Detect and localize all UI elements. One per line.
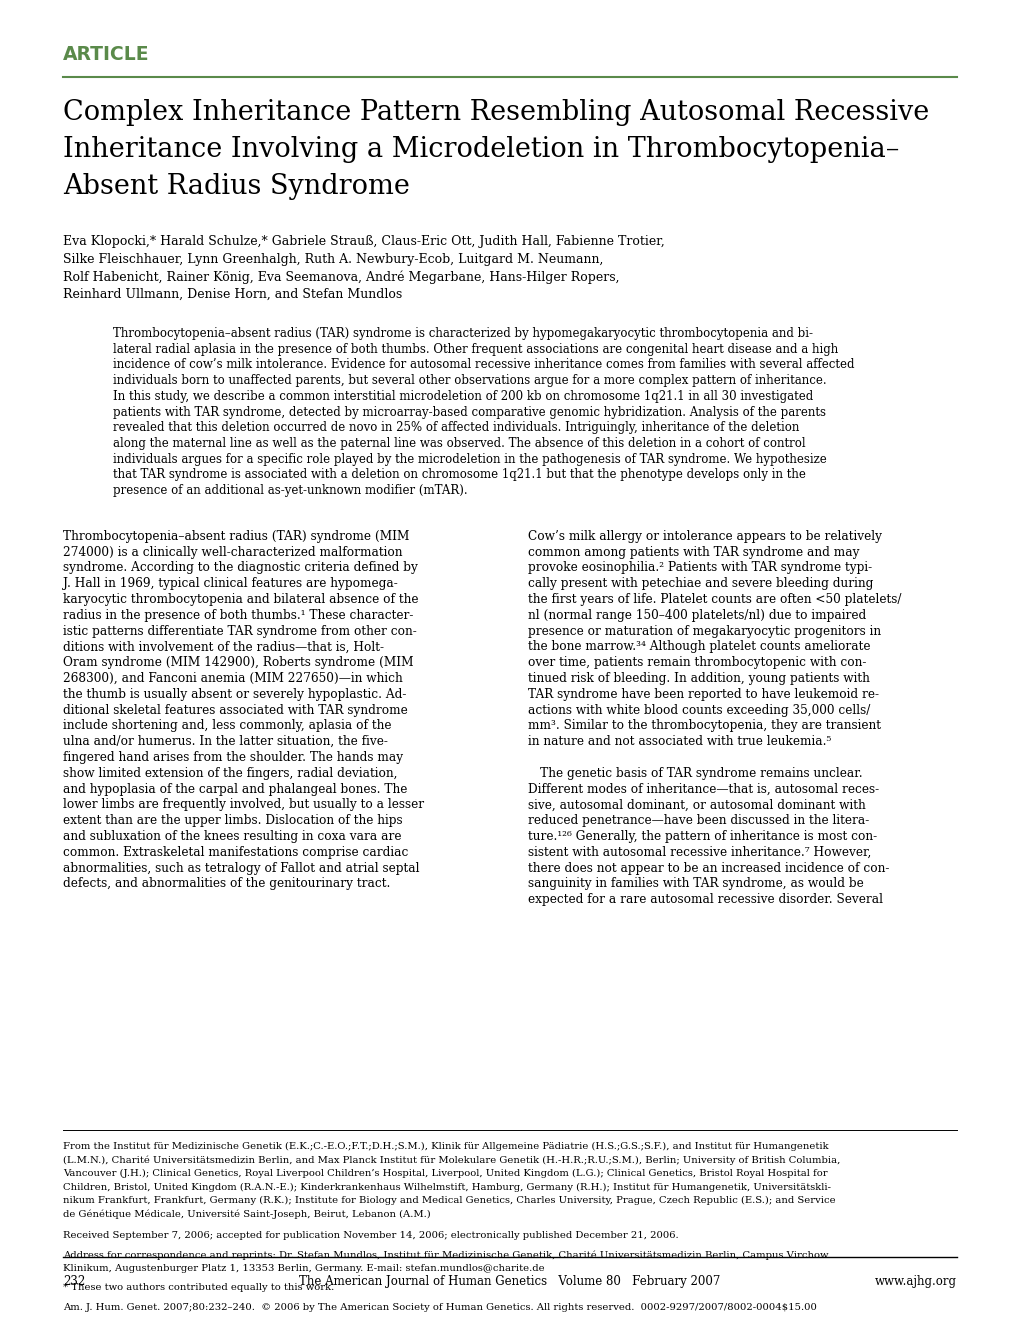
Text: that TAR syndrome is associated with a deletion on chromosome 1q21.1 but that th: that TAR syndrome is associated with a d…: [113, 469, 805, 482]
Text: and hypoplasia of the carpal and phalangeal bones. The: and hypoplasia of the carpal and phalang…: [63, 783, 407, 796]
Text: * These two authors contributed equally to this work.: * These two authors contributed equally …: [63, 1283, 334, 1292]
Text: show limited extension of the fingers, radial deviation,: show limited extension of the fingers, r…: [63, 767, 397, 780]
Text: ulna and/or humerus. In the latter situation, the five-: ulna and/or humerus. In the latter situa…: [63, 735, 387, 748]
Text: in nature and not associated with true leukemia.⁵: in nature and not associated with true l…: [527, 735, 829, 748]
Text: Inheritance Involving a Microdeletion in Thrombocytopenia–: Inheritance Involving a Microdeletion in…: [63, 136, 899, 162]
Text: Eva Klopocki,* Harald Schulze,* Gabriele Strauß, Claus-Eric Ott, Judith Hall, Fa: Eva Klopocki,* Harald Schulze,* Gabriele…: [63, 235, 664, 248]
Text: and subluxation of the knees resulting in coxa vara are: and subluxation of the knees resulting i…: [63, 830, 401, 843]
Text: Am. J. Hum. Genet. 2007;80:232–240.  © 2006 by The American Society of Human Gen: Am. J. Hum. Genet. 2007;80:232–240. © 20…: [63, 1303, 816, 1312]
Text: sistent with autosomal recessive inheritance.⁷ However,: sistent with autosomal recessive inherit…: [527, 846, 870, 859]
Text: Different modes of inheritance—that is, autosomal reces-: Different modes of inheritance—that is, …: [527, 783, 877, 796]
Text: mm³. Similar to the thrombocytopenia, they are transient: mm³. Similar to the thrombocytopenia, th…: [527, 719, 879, 733]
Text: individuals born to unaffected parents, but several other observations argue for: individuals born to unaffected parents, …: [113, 374, 825, 387]
Text: actions with white blood counts exceeding 35,000 cells/: actions with white blood counts exceedin…: [527, 704, 869, 717]
Text: Oram syndrome (MIM 142900), Roberts syndrome (MIM: Oram syndrome (MIM 142900), Roberts synd…: [63, 656, 413, 669]
Text: de Génétique Médicale, Université Saint-Joseph, Beirut, Lebanon (A.M.): de Génétique Médicale, Université Saint-…: [63, 1209, 430, 1218]
Text: Cow’s milk allergy or intolerance appears to be relatively: Cow’s milk allergy or intolerance appear…: [527, 529, 880, 543]
Text: Klinikum, Augustenburger Platz 1, 13353 Berlin, Germany. E-mail: stefan.mundlos@: Klinikum, Augustenburger Platz 1, 13353 …: [63, 1265, 544, 1272]
Text: reduced penetrance—have been discussed in the litera-: reduced penetrance—have been discussed i…: [527, 814, 868, 828]
Text: 232: 232: [63, 1275, 86, 1288]
Text: Address for correspondence and reprints: Dr. Stefan Mundlos, Institut für Medizi: Address for correspondence and reprints:…: [63, 1250, 827, 1261]
Text: ARTICLE: ARTICLE: [63, 45, 150, 63]
Text: tinued risk of bleeding. In addition, young patients with: tinued risk of bleeding. In addition, yo…: [527, 672, 868, 685]
Text: The genetic basis of TAR syndrome remains unclear.: The genetic basis of TAR syndrome remain…: [527, 767, 861, 780]
Text: fingered hand arises from the shoulder. The hands may: fingered hand arises from the shoulder. …: [63, 751, 403, 764]
Text: J. Hall in 1969, typical clinical features are hypomega-: J. Hall in 1969, typical clinical featur…: [63, 577, 397, 590]
Text: nikum Frankfurt, Frankfurt, Germany (R.K.); Institute for Biology and Medical Ge: nikum Frankfurt, Frankfurt, Germany (R.K…: [63, 1196, 835, 1205]
Text: Thrombocytopenia–absent radius (TAR) syndrome is characterized by hypomegakaryoc: Thrombocytopenia–absent radius (TAR) syn…: [113, 327, 812, 341]
Text: presence of an additional as-yet-unknown modifier (mTAR).: presence of an additional as-yet-unknown…: [113, 484, 467, 498]
Text: lower limbs are frequently involved, but usually to a lesser: lower limbs are frequently involved, but…: [63, 799, 424, 812]
Text: In this study, we describe a common interstitial microdeletion of 200 kb on chro: In this study, we describe a common inte…: [113, 389, 812, 403]
Text: revealed that this deletion occurred de novo in 25% of affected individuals. Int: revealed that this deletion occurred de …: [113, 421, 799, 434]
Text: the thumb is usually absent or severely hypoplastic. Ad-: the thumb is usually absent or severely …: [63, 688, 406, 701]
Text: incidence of cow’s milk intolerance. Evidence for autosomal recessive inheritanc: incidence of cow’s milk intolerance. Evi…: [113, 359, 854, 371]
Text: provoke eosinophilia.² Patients with TAR syndrome typi-: provoke eosinophilia.² Patients with TAR…: [527, 561, 871, 574]
Text: ditional skeletal features associated with TAR syndrome: ditional skeletal features associated wi…: [63, 704, 408, 717]
Text: Children, Bristol, United Kingdom (R.A.N.-E.); Kinderkrankenhaus Wilhelmstift, H: Children, Bristol, United Kingdom (R.A.N…: [63, 1183, 830, 1192]
Text: Received September 7, 2006; accepted for publication November 14, 2006; electron: Received September 7, 2006; accepted for…: [63, 1232, 678, 1239]
Text: Reinhard Ullmann, Denise Horn, and Stefan Mundlos: Reinhard Ullmann, Denise Horn, and Stefa…: [63, 288, 401, 301]
Text: common among patients with TAR syndrome and may: common among patients with TAR syndrome …: [527, 545, 858, 558]
Text: istic patterns differentiate TAR syndrome from other con-: istic patterns differentiate TAR syndrom…: [63, 624, 417, 638]
Text: the first years of life. Platelet counts are often <50 platelets/: the first years of life. Platelet counts…: [527, 593, 900, 606]
Text: 274000) is a clinically well-characterized malformation: 274000) is a clinically well-characteriz…: [63, 545, 403, 558]
Text: common. Extraskeletal manifestations comprise cardiac: common. Extraskeletal manifestations com…: [63, 846, 408, 859]
Text: there does not appear to be an increased incidence of con-: there does not appear to be an increased…: [527, 862, 888, 875]
Text: patients with TAR syndrome, detected by microarray-based comparative genomic hyb: patients with TAR syndrome, detected by …: [113, 405, 825, 418]
Text: sive, autosomal dominant, or autosomal dominant with: sive, autosomal dominant, or autosomal d…: [527, 799, 864, 812]
Text: Rolf Habenicht, Rainer König, Eva Seemanova, André Megarbane, Hans-Hilger Ropers: Rolf Habenicht, Rainer König, Eva Seeman…: [63, 271, 619, 284]
Text: include shortening and, less commonly, aplasia of the: include shortening and, less commonly, a…: [63, 719, 391, 733]
Text: Absent Radius Syndrome: Absent Radius Syndrome: [63, 173, 410, 201]
Text: the bone marrow.³⁴ Although platelet counts ameliorate: the bone marrow.³⁴ Although platelet cou…: [527, 640, 869, 653]
Text: sanguinity in families with TAR syndrome, as would be: sanguinity in families with TAR syndrome…: [527, 878, 862, 890]
Text: defects, and abnormalities of the genitourinary tract.: defects, and abnormalities of the genito…: [63, 878, 390, 890]
Text: nl (normal range 150–400 platelets/nl) due to impaired: nl (normal range 150–400 platelets/nl) d…: [527, 609, 865, 622]
Text: over time, patients remain thrombocytopenic with con-: over time, patients remain thrombocytope…: [527, 656, 865, 669]
Text: karyocytic thrombocytopenia and bilateral absence of the: karyocytic thrombocytopenia and bilatera…: [63, 593, 418, 606]
Text: The American Journal of Human Genetics   Volume 80   February 2007: The American Journal of Human Genetics V…: [299, 1275, 720, 1288]
Text: Complex Inheritance Pattern Resembling Autosomal Recessive: Complex Inheritance Pattern Resembling A…: [63, 99, 928, 125]
Text: Thrombocytopenia–absent radius (TAR) syndrome (MIM: Thrombocytopenia–absent radius (TAR) syn…: [63, 529, 409, 543]
Text: Vancouver (J.H.); Clinical Genetics, Royal Liverpool Children’s Hospital, Liverp: Vancouver (J.H.); Clinical Genetics, Roy…: [63, 1170, 826, 1179]
Text: From the Institut für Medizinische Genetik (E.K.;C.-E.O.;F.T.;D.H.;S.M.), Klinik: From the Institut für Medizinische Genet…: [63, 1142, 827, 1151]
Text: lateral radial aplasia in the presence of both thumbs. Other frequent associatio: lateral radial aplasia in the presence o…: [113, 343, 838, 355]
Text: individuals argues for a specific role played by the microdeletion in the pathog: individuals argues for a specific role p…: [113, 453, 826, 466]
Text: along the maternal line as well as the paternal line was observed. The absence o: along the maternal line as well as the p…: [113, 437, 805, 450]
Text: expected for a rare autosomal recessive disorder. Several: expected for a rare autosomal recessive …: [527, 894, 881, 906]
Text: 268300), and Fanconi anemia (MIM 227650)—in which: 268300), and Fanconi anemia (MIM 227650)…: [63, 672, 403, 685]
Text: TAR syndrome have been reported to have leukemoid re-: TAR syndrome have been reported to have …: [527, 688, 877, 701]
Text: extent than are the upper limbs. Dislocation of the hips: extent than are the upper limbs. Disloca…: [63, 814, 403, 828]
Text: abnormalities, such as tetralogy of Fallot and atrial septal: abnormalities, such as tetralogy of Fall…: [63, 862, 419, 875]
Text: presence or maturation of megakaryocytic progenitors in: presence or maturation of megakaryocytic…: [527, 624, 879, 638]
Text: www.ajhg.org: www.ajhg.org: [874, 1275, 956, 1288]
Text: cally present with petechiae and severe bleeding during: cally present with petechiae and severe …: [527, 577, 872, 590]
Text: Silke Fleischhauer, Lynn Greenhalgh, Ruth A. Newbury-Ecob, Luitgard M. Neumann,: Silke Fleischhauer, Lynn Greenhalgh, Rut…: [63, 252, 603, 265]
Text: ditions with involvement of the radius—that is, Holt-: ditions with involvement of the radius—t…: [63, 640, 383, 653]
Text: ture.¹²⁶ Generally, the pattern of inheritance is most con-: ture.¹²⁶ Generally, the pattern of inher…: [527, 830, 875, 843]
Text: (L.M.N.), Charité Universitätsmedizin Berlin, and Max Planck Institut für Moleku: (L.M.N.), Charité Universitätsmedizin Be…: [63, 1155, 840, 1166]
Text: radius in the presence of both thumbs.¹ These character-: radius in the presence of both thumbs.¹ …: [63, 609, 413, 622]
Text: syndrome. According to the diagnostic criteria defined by: syndrome. According to the diagnostic cr…: [63, 561, 418, 574]
